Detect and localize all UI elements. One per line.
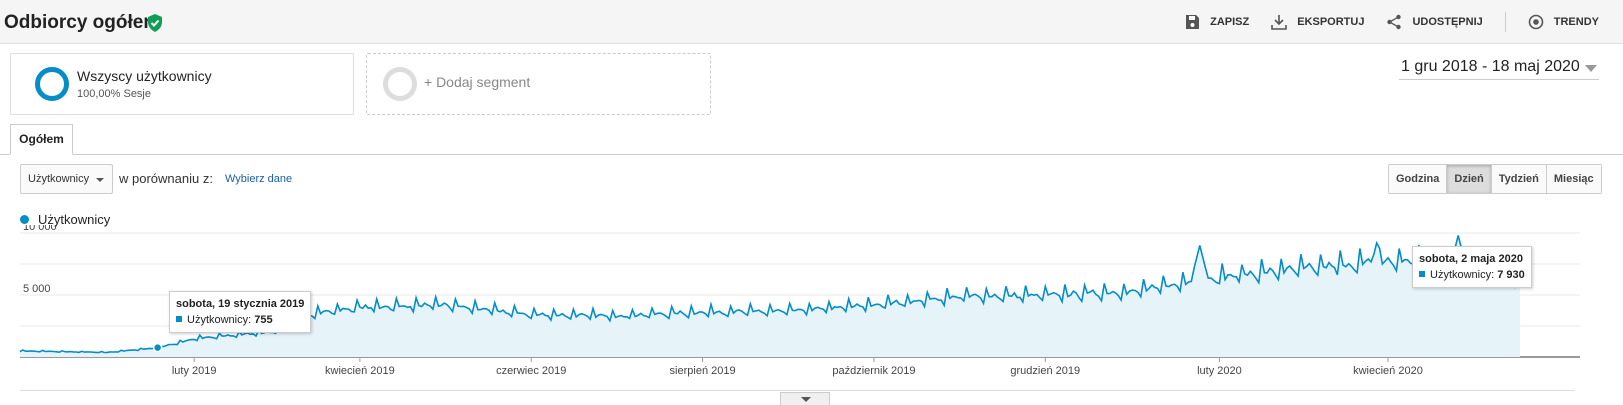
save-label: ZAPISZ xyxy=(1210,16,1250,28)
segment-share: 100,00% Sesje xyxy=(77,88,151,100)
header-divider xyxy=(1504,12,1506,32)
chevron-down-icon xyxy=(96,178,104,182)
tab-bar: Ogółem xyxy=(0,124,1623,155)
save-icon xyxy=(1186,15,1200,29)
report-header: Odbiorcy ogółem ZAPISZ EKSPORTUJ UDOSTĘP… xyxy=(0,0,1623,44)
series-square-icon xyxy=(176,316,182,322)
tooltip-metric: Użytkownicy: xyxy=(1430,269,1495,281)
date-range-label: 1 gru 2018 - 18 maj 2020 xyxy=(1401,58,1580,75)
chart-bottom-rule xyxy=(20,390,1575,391)
add-segment-button[interactable]: + Dodaj segment xyxy=(366,53,711,115)
tooltip-value: 7 930 xyxy=(1497,269,1525,281)
page-title: Odbiorcy ogółem xyxy=(4,12,161,33)
x-tick-label: grudzień 2019 xyxy=(1010,365,1080,377)
tooltip-date: sobota, 2 maja 2020 xyxy=(1419,253,1523,265)
segment-ring-icon xyxy=(35,67,69,101)
pick-metric-link[interactable]: Wybierz dane xyxy=(225,173,293,185)
save-button[interactable]: ZAPISZ xyxy=(1184,14,1249,30)
series-dot-icon xyxy=(20,215,29,224)
segment-all-users[interactable]: Wszyscy użytkownicy 100,00% Sesje xyxy=(10,53,354,115)
highlighted-point xyxy=(152,342,163,353)
add-segment-label: + Dodaj segment xyxy=(424,74,531,90)
download-icon xyxy=(1271,15,1288,30)
granularity-day-button[interactable]: Dzień xyxy=(1447,165,1492,193)
empty-segment-ring-icon xyxy=(383,67,417,101)
insights-icon xyxy=(1528,14,1544,30)
segment-name: Wszyscy użytkownicy xyxy=(77,68,212,84)
share-label: UDOSTĘPNIJ xyxy=(1412,16,1483,28)
verified-shield-icon xyxy=(148,14,162,32)
share-icon xyxy=(1387,14,1402,30)
metric-dropdown[interactable]: Użytkownicy xyxy=(20,164,113,194)
x-tick-label: luty 2020 xyxy=(1197,365,1242,377)
date-range-picker[interactable]: 1 gru 2018 - 18 maj 2020 xyxy=(1399,56,1599,80)
tooltip-date: sobota, 19 stycznia 2019 xyxy=(176,298,305,310)
metric-dropdown-label: Użytkownicy xyxy=(28,173,90,185)
chevron-down-icon xyxy=(801,397,811,402)
export-button[interactable]: EKSPORTUJ xyxy=(1271,14,1364,30)
chart-tooltip-may-2020: sobota, 2 maja 2020 Użytkownicy: 7 930 xyxy=(1412,246,1532,288)
x-tick-label: luty 2019 xyxy=(172,365,217,377)
x-tick-label: kwiecień 2020 xyxy=(1353,365,1423,377)
export-label: EKSPORTUJ xyxy=(1297,16,1365,28)
x-tick-label: październik 2019 xyxy=(832,365,915,377)
x-tick-label: kwiecień 2019 xyxy=(325,365,395,377)
insights-label: TRENDY xyxy=(1553,16,1599,28)
share-button[interactable]: UDOSTĘPNIJ xyxy=(1386,14,1483,30)
chevron-down-icon xyxy=(1585,65,1597,72)
y-tick-label: 5 000 xyxy=(23,283,51,295)
chart-legend: Użytkownicy xyxy=(20,212,110,227)
compare-label: w porównaniu z: xyxy=(119,171,213,186)
tooltip-value: 755 xyxy=(254,314,273,326)
series-area-fill xyxy=(20,235,1520,357)
series-square-icon xyxy=(1419,271,1425,277)
granularity-week-button[interactable]: Tydzień xyxy=(1491,165,1547,193)
tooltip-metric: Użytkownicy: xyxy=(187,314,252,326)
x-tick-label: czerwiec 2019 xyxy=(496,365,566,377)
expand-chart-button[interactable] xyxy=(780,392,830,405)
y-tick-label: 10 000 xyxy=(23,225,57,233)
granularity-toggle: Godzina Dzień Tydzień Miesiąc xyxy=(1388,164,1602,194)
insights-button[interactable]: TRENDY xyxy=(1528,14,1599,30)
legend-label: Użytkownicy xyxy=(38,212,111,227)
x-tick-label: sierpień 2019 xyxy=(670,365,736,377)
granularity-hour-button[interactable]: Godzina xyxy=(1389,165,1448,193)
chart-tooltip-jan-2019: sobota, 19 stycznia 2019 Użytkownicy: 75… xyxy=(169,291,312,333)
granularity-month-button[interactable]: Miesiąc xyxy=(1546,165,1601,193)
tab-overview[interactable]: Ogółem xyxy=(10,124,73,155)
